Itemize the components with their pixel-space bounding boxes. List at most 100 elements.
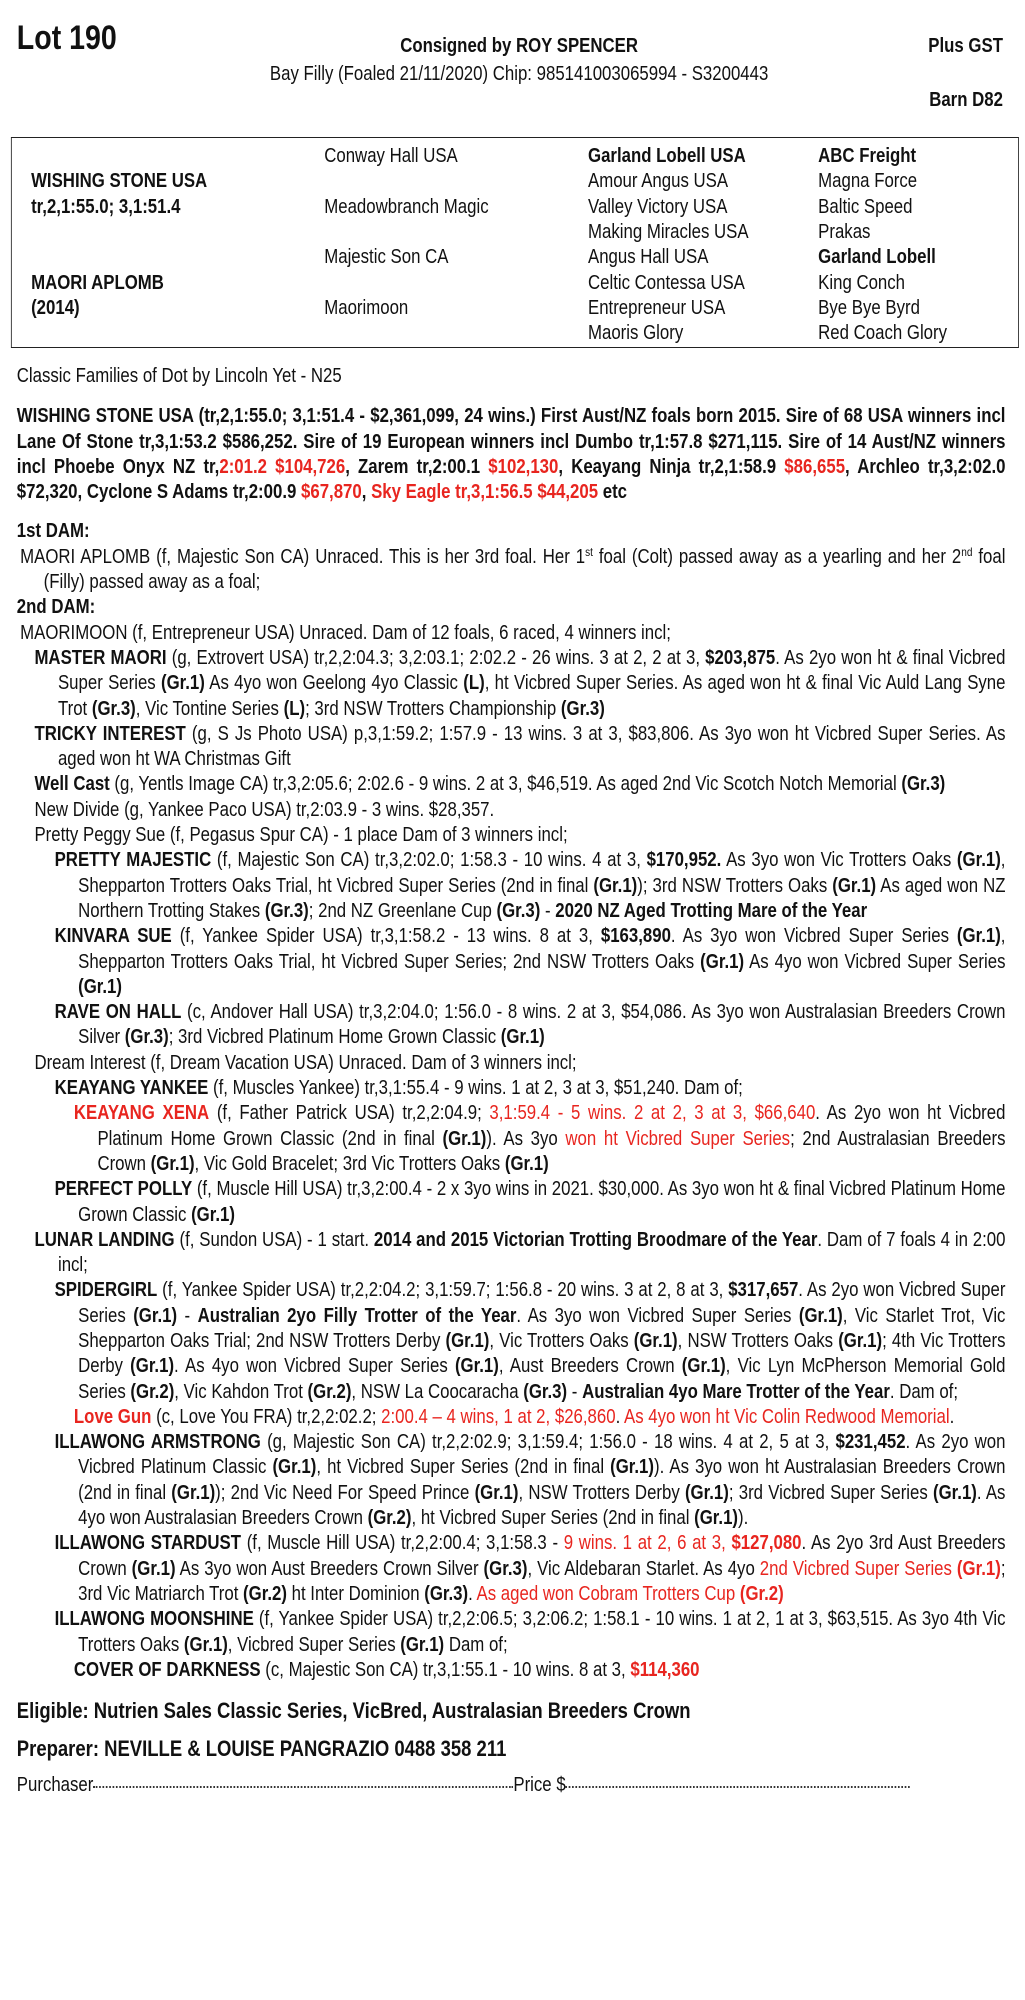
text-segment: ; 4th Vic Trotters Derby (78, 1329, 1006, 1378)
text-segment: (Gr.3) (496, 899, 541, 922)
text-segment: , Keayang Ninja tr,2,1:58.9 (558, 455, 785, 478)
text-segment: , Vic Lyn McPherson Memorial Gold Series (78, 1355, 1006, 1403)
text-segment: As 4yo won Geelong 4yo Classic (204, 672, 464, 695)
text-segment: (Gr.1) (694, 1507, 739, 1530)
text-segment: (Gr.2) (367, 1507, 412, 1530)
family-entry: ILLAWONG STARDUST (f, Muscle Hill USA) t… (17, 1531, 1006, 1607)
text-segment: (c, Majestic Son CA) tr,3,1:55.1 - 10 wi… (260, 1658, 631, 1681)
pedigree-gen4-ancestor: ABC Freight (818, 145, 917, 167)
family-entry: MASTER MAORI (g, Extrovert USA) tr,2,2:0… (17, 646, 1006, 722)
text-segment: (Gr.3) (560, 697, 605, 720)
text-segment: (Gr.1) (130, 1355, 175, 1378)
family-entry: LUNAR LANDING (f, Sundon USA) - 1 start.… (17, 1228, 1006, 1279)
text-segment: PERFECT POLLY (54, 1178, 193, 1201)
text-segment: , Vic Trotters Oaks (489, 1329, 634, 1352)
family-entry: KINVARA SUE (f, Yankee Spider USA) tr,3,… (17, 924, 1006, 1000)
purchaser-label: Purchaser (16, 1774, 94, 1797)
catalogue-body: Classic Families of Dot by Lincoln Yet -… (17, 364, 1006, 1798)
text-segment: (Gr.1) (171, 1481, 216, 1504)
text-segment: , (361, 481, 372, 504)
text-segment: As 4yo won ht Vic Colin Redwood Memorial (623, 1405, 950, 1428)
text-segment: , NSW Trotters Derby (518, 1481, 685, 1504)
text-segment: KEAYANG XENA (73, 1102, 210, 1125)
text-segment: $231,452 (835, 1431, 906, 1454)
dam-heading: 1st DAM: (16, 520, 90, 543)
text-segment: (Gr.2) (307, 1380, 352, 1403)
text-segment: (Gr.1) (700, 950, 745, 973)
text-segment: ); 2nd Vic Need For Speed Prince (215, 1481, 475, 1504)
text-segment: (Gr.1) (272, 1456, 317, 1479)
text-segment: (Gr.1) (500, 1026, 545, 1049)
text-segment: , NSW La Coocaracha (351, 1380, 524, 1403)
pedigree-gen2-ancestor: Conway Hall USA (324, 145, 458, 167)
text-segment: (Gr.1) (681, 1355, 726, 1378)
text-segment: , Vic Kahdon Trot (174, 1380, 308, 1403)
pedigree-gen4-ancestor: King Conch (818, 271, 906, 294)
text-segment: (Gr.1) (838, 1329, 883, 1352)
text-segment: $203,875 (705, 646, 776, 669)
pedigree-gen3-ancestor: Amour Angus USA (588, 170, 729, 193)
superscript: st (585, 544, 593, 559)
text-segment: (Gr.2) (130, 1380, 175, 1403)
text-segment: (Gr.3) (264, 899, 309, 922)
text-segment: ; 3rd NSW Trotters Championship (305, 697, 561, 720)
text-segment: As 4yo won Vicbred Super Series (744, 950, 1006, 973)
text-segment: (f, Yankee Spider USA) tr,3,1:58.2 - 13 … (171, 925, 601, 948)
text-segment: MAORI APLOMB (f, Majestic Son CA) Unrace… (20, 545, 586, 568)
text-segment: , Vic Tontine Series (135, 697, 284, 720)
text-segment: (Gr.1) (956, 1557, 1001, 1580)
text-segment: etc (598, 481, 628, 504)
text-segment: MASTER MAORI (34, 646, 167, 669)
family-entry: PERFECT POLLY (f, Muscle Hill USA) tr,3,… (17, 1177, 1006, 1228)
text-segment: LUNAR LANDING (34, 1228, 175, 1251)
text-segment: As aged won Cobram Trotters Cup (476, 1582, 740, 1605)
text-segment: (f, Father Patrick USA) tr,2,2:04.9; (209, 1102, 490, 1125)
text-segment: . Dam of 7 foals 4 in 2:00 incl; (57, 1228, 1006, 1277)
text-segment: (f, Muscle Hill USA) tr,2,2:00.4; 3,1:58… (241, 1532, 564, 1555)
text-segment: , Vic Starlet Trot, Vic Shepparton Oaks … (78, 1304, 1006, 1352)
text-segment: ). As 3yo (486, 1127, 566, 1150)
text-segment: $317,657 (728, 1279, 799, 1302)
text-segment: (Gr.1) (474, 1481, 519, 1504)
text-segment: (Gr.1) (610, 1456, 655, 1479)
text-segment: Sky Eagle tr,3,1:56.5 $44,205 (371, 481, 599, 504)
pedigree-gen4-ancestor: Prakas (818, 220, 871, 243)
text-segment: As 3yo won Aust Breeders Crown Silver (175, 1557, 484, 1580)
text-segment: , Vic Gold Bracelet; 3rd Vic Trotters Oa… (194, 1152, 505, 1175)
text-segment: . As 3yo won Vicbred Super Series (670, 925, 957, 948)
family-entry: ILLAWONG MOONSHINE (f, Yankee Spider USA… (17, 1607, 1006, 1658)
text-segment: . Dam of; (889, 1380, 959, 1403)
text-segment: ; 2nd NZ Greenlane Cup (308, 899, 497, 922)
text-segment: $86,655 (784, 455, 846, 478)
text-segment: ; 3rd Vic Matriarch Trot (78, 1557, 1006, 1605)
text-segment: (Gr.1) (684, 1481, 729, 1504)
text-segment: ILLAWONG ARMSTRONG (54, 1431, 261, 1454)
purchaser-field[interactable] (93, 1786, 514, 1789)
text-segment: (Gr.1) (593, 874, 638, 897)
text-segment: (Gr.1) (956, 925, 1001, 948)
text-segment: - (567, 1380, 583, 1403)
text-segment: $170,952. (646, 849, 722, 872)
text-segment: SPIDERGIRL (54, 1279, 158, 1302)
text-segment: (Gr.1) (956, 849, 1001, 872)
text-segment: , ht Vicbred Super Series (2nd in final (316, 1456, 611, 1479)
text-segment: (f, Yankee Spider USA) tr,2,2:06.5; 3,2:… (78, 1608, 1006, 1656)
text-segment: KINVARA SUE (54, 925, 172, 948)
text-segment: As aged won NZ Northern Trotting Stakes (78, 874, 1006, 922)
family-entry: MAORIMOON (f, Entrepreneur USA) Unraced.… (17, 621, 1006, 646)
pedigree-gen2-ancestor: Meadowbranch Magic (324, 195, 489, 218)
text-segment: 2020 NZ Aged Trotting Mare of the Year (555, 899, 868, 922)
plus-gst-label: Plus GST (928, 35, 1003, 57)
text-segment: ; 3rd Vicbred Super Series (728, 1481, 934, 1504)
family-entry: ILLAWONG ARMSTRONG (g, Majestic Son CA) … (17, 1430, 1006, 1531)
text-segment: ; 2nd Australasian Breeders Crown (97, 1127, 1006, 1175)
text-segment: (Gr.3) (91, 697, 136, 720)
consignor: Consigned by ROY SPENCER (400, 35, 638, 57)
text-segment: , ht Vicbred Super Series. As aged won h… (57, 672, 1006, 720)
price-label: Price $ (513, 1774, 566, 1797)
text-segment: (Gr.1) (442, 1127, 487, 1150)
barn-location: Barn D82 (929, 89, 1003, 111)
text-segment: , Shepparton Trotters Oaks Trial, ht Vic… (78, 925, 1006, 973)
text-segment: . As 4yo won Australasian Breeders Crown (78, 1481, 1006, 1530)
price-field[interactable] (565, 1786, 911, 1789)
